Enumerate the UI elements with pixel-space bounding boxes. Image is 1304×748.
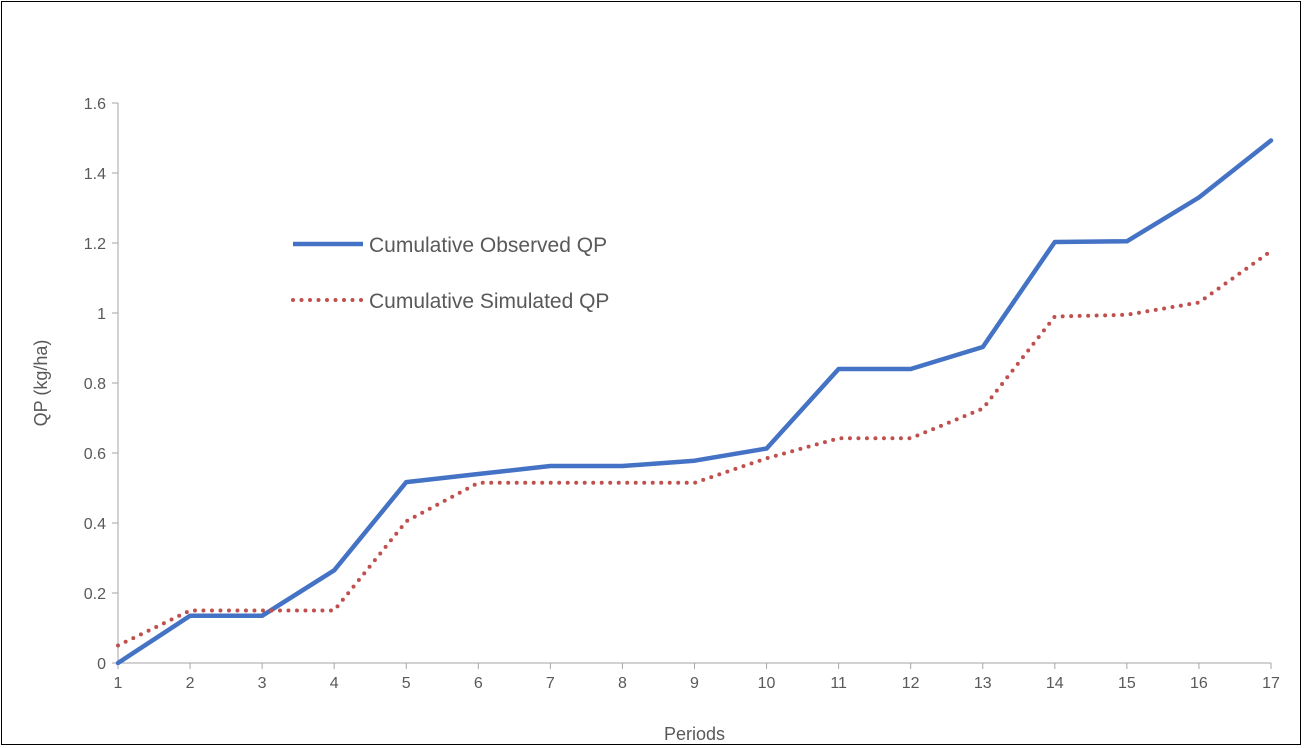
- x-tick-label: 12: [902, 675, 920, 692]
- y-tick-label: 0.2: [84, 586, 106, 603]
- x-tick-label: 16: [1190, 675, 1208, 692]
- x-tick-label: 10: [758, 675, 776, 692]
- series-line-1: [115, 138, 1274, 666]
- y-tick-label: 1.2: [84, 236, 106, 253]
- series-lines: [115, 138, 1274, 666]
- legend: Cumulative Observed QP Cumulative Simulat…: [291, 234, 609, 313]
- axes: [117, 103, 1271, 664]
- x-tick-label: 11: [830, 675, 847, 692]
- y-tick-label: 0: [97, 656, 106, 673]
- legend-label-1: Cumulative Observed QP: [369, 234, 607, 257]
- x-axis-title: Periods: [664, 724, 725, 744]
- x-tick-label: 2: [186, 675, 195, 692]
- x-tick-label: 15: [1118, 675, 1136, 692]
- x-tick-label: 7: [546, 675, 555, 692]
- y-tick-label: 0.4: [84, 516, 106, 533]
- y-tick-label: 0.8: [84, 376, 106, 393]
- series-line-2: [116, 249, 1273, 648]
- x-tick-label: 1: [114, 675, 123, 692]
- y-tick-label: 1.6: [84, 96, 106, 113]
- x-tick-label: 13: [974, 675, 992, 692]
- y-axis-ticks: 0 0.2 0.4 0.6 0.8 1 1.2 1.4 1.6: [84, 96, 118, 673]
- x-tick-label: 6: [474, 675, 483, 692]
- x-tick-label: 4: [330, 675, 339, 692]
- x-tick-label: 8: [618, 675, 627, 692]
- x-tick-label: 5: [402, 675, 411, 692]
- x-tick-label: 14: [1046, 675, 1064, 692]
- x-axis-ticks: 1 2 3 4 5 6 7 8 9 10 11 12 13 14 15 16 17: [114, 663, 1280, 692]
- y-tick-label: 0.6: [84, 446, 106, 463]
- y-tick-label: 1: [97, 306, 106, 323]
- y-tick-label: 1.4: [84, 166, 106, 183]
- x-tick-label: 9: [690, 675, 699, 692]
- x-tick-label: 3: [258, 675, 267, 692]
- x-tick-label: 17: [1262, 675, 1280, 692]
- y-axis-title: QP (kg/ha): [31, 340, 51, 427]
- legend-label-2: Cumulative Simulated QP: [369, 290, 609, 313]
